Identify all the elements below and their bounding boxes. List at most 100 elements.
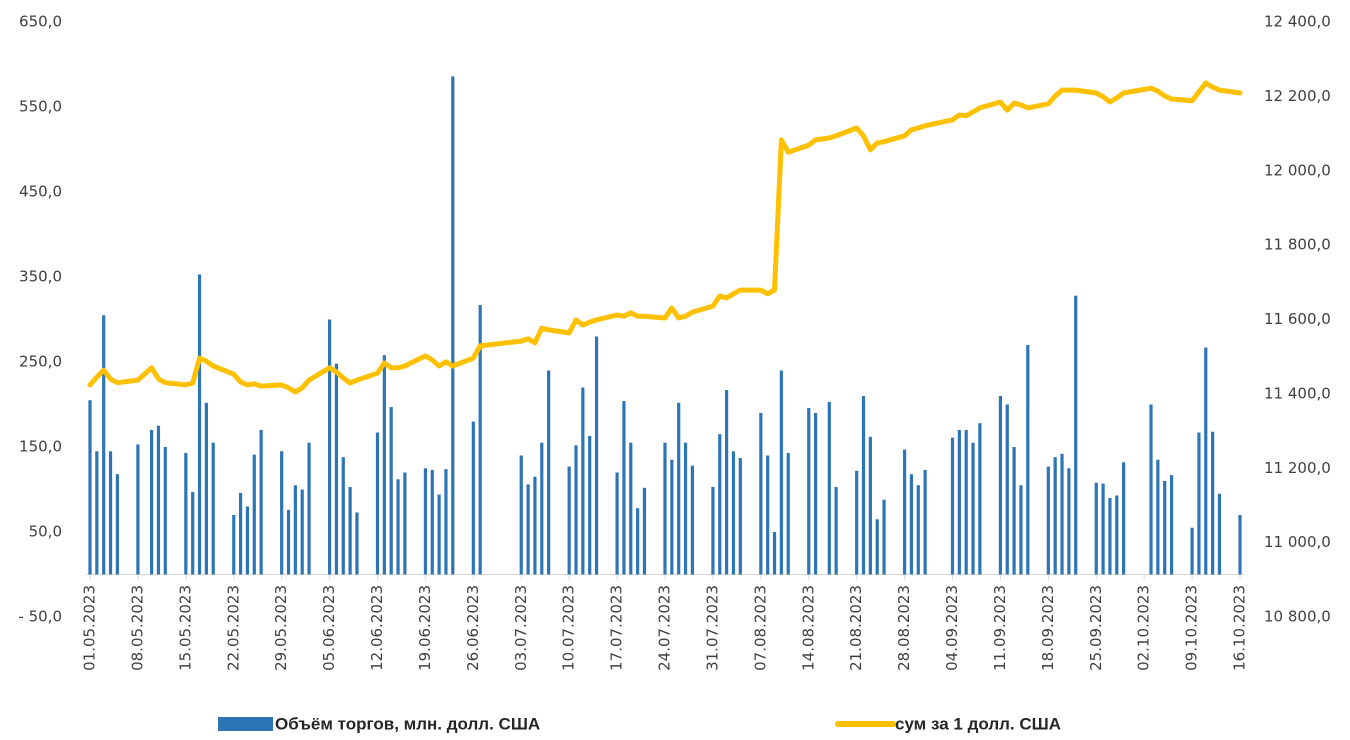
bar xyxy=(567,466,571,575)
bar xyxy=(882,499,886,575)
bar xyxy=(150,430,154,575)
bar xyxy=(238,492,243,575)
bar xyxy=(957,430,961,575)
x-tick-label: 25.09.2023 xyxy=(1087,585,1105,671)
bar xyxy=(163,447,167,575)
bar xyxy=(738,458,742,575)
bar xyxy=(1115,495,1119,575)
bar xyxy=(670,459,674,575)
bar xyxy=(731,451,736,575)
x-tick-label: 07.08.2023 xyxy=(751,585,769,671)
bar xyxy=(1169,475,1174,575)
bar xyxy=(375,432,380,575)
bar xyxy=(998,396,1003,575)
bar xyxy=(588,435,592,575)
bar xyxy=(355,512,359,575)
bar xyxy=(861,396,866,575)
bar xyxy=(1060,453,1064,575)
bar xyxy=(725,390,729,575)
bar xyxy=(868,436,872,575)
bar xyxy=(403,472,407,575)
bar xyxy=(1074,295,1078,575)
bar xyxy=(204,402,208,575)
bar xyxy=(1197,432,1201,575)
bar xyxy=(1211,431,1215,575)
bar xyxy=(950,437,955,575)
bar xyxy=(813,413,818,575)
bar xyxy=(581,387,585,575)
bar xyxy=(964,430,968,575)
bar xyxy=(1204,347,1208,575)
x-tick-label: 31.07.2023 xyxy=(703,585,721,671)
bar xyxy=(690,465,694,575)
bar xyxy=(594,336,599,575)
y2-tick-label: 11 800,0 xyxy=(1264,236,1331,254)
y2-tick-label: 12 400,0 xyxy=(1264,13,1331,31)
bar xyxy=(718,434,722,575)
x-tick-label: 16.10.2023 xyxy=(1231,585,1249,671)
y-tick-label: 550,0 xyxy=(19,98,62,116)
bar xyxy=(437,494,441,575)
y2-tick-label: 10 800,0 xyxy=(1264,608,1331,626)
bar xyxy=(1005,404,1009,575)
bar xyxy=(971,442,975,575)
x-tick-label: 12.06.2023 xyxy=(368,585,386,671)
bar xyxy=(478,305,482,575)
y2-tick-label: 11 400,0 xyxy=(1264,384,1331,402)
x-tick-label: 08.05.2023 xyxy=(128,585,146,671)
bar xyxy=(115,474,119,575)
x-tick-label: 05.06.2023 xyxy=(320,585,338,671)
bar xyxy=(430,469,434,575)
line xyxy=(87,80,1243,395)
bar xyxy=(286,509,291,575)
bar xyxy=(396,479,400,575)
y-tick-label: 150,0 xyxy=(19,438,62,456)
x-tick-label: 22.05.2023 xyxy=(224,585,242,671)
bar xyxy=(451,76,455,575)
bar xyxy=(622,401,626,575)
y2-tick-label: 11 000,0 xyxy=(1264,533,1331,551)
x-tick-label: 15.05.2023 xyxy=(176,585,194,671)
y-tick-label: 250,0 xyxy=(19,353,62,371)
bar xyxy=(677,402,681,575)
bar xyxy=(875,519,879,575)
bar xyxy=(519,455,523,575)
bar xyxy=(211,442,215,575)
legend-label: Объём торгов, млн. долл. США xyxy=(275,714,540,733)
bar xyxy=(636,508,640,575)
bar xyxy=(1149,404,1153,575)
bar xyxy=(1108,498,1112,575)
bar xyxy=(252,454,256,575)
y-tick-label: - 50,0 xyxy=(18,608,62,626)
bar xyxy=(766,455,770,575)
y-tick-label: 450,0 xyxy=(19,183,62,201)
bar xyxy=(834,486,838,575)
x-tick-label: 03.07.2023 xyxy=(512,585,530,671)
x-tick-label: 04.09.2023 xyxy=(943,585,961,671)
bar xyxy=(1019,485,1023,575)
bar xyxy=(245,506,250,575)
legend-label: сум за 1 долл. США xyxy=(895,714,1061,733)
bar xyxy=(389,407,393,575)
bar xyxy=(334,363,339,575)
x-tick-label: 10.07.2023 xyxy=(560,585,578,671)
bar xyxy=(902,449,907,575)
bar xyxy=(540,442,544,575)
x-tick-label: 21.08.2023 xyxy=(847,585,865,671)
bar xyxy=(184,452,188,575)
legend-swatch xyxy=(218,717,273,731)
bar xyxy=(1012,447,1016,575)
bar xyxy=(807,407,811,575)
y-tick-label: 50,0 xyxy=(29,523,62,541)
x-tick-label: 18.09.2023 xyxy=(1039,585,1057,671)
bar xyxy=(108,451,113,575)
x-tick-label: 28.08.2023 xyxy=(895,585,913,671)
bar xyxy=(197,274,202,575)
x-tick-label: 29.05.2023 xyxy=(272,585,290,671)
bar xyxy=(779,370,783,575)
y2-tick-label: 11 200,0 xyxy=(1264,459,1331,477)
y2-tick-label: 11 600,0 xyxy=(1264,310,1331,328)
bar xyxy=(341,457,345,575)
x-tick-label: 11.09.2023 xyxy=(991,585,1009,671)
